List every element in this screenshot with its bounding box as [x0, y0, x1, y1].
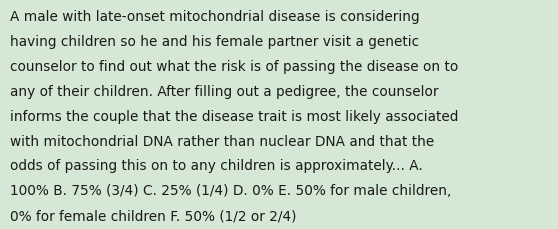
Text: 100% B. 75% (3/4) C. 25% (1/4) D. 0% E. 50% for male children,: 100% B. 75% (3/4) C. 25% (1/4) D. 0% E. …	[10, 183, 451, 197]
Text: any of their children. After filling out a pedigree, the counselor: any of their children. After filling out…	[10, 85, 439, 98]
Text: with mitochondrial DNA rather than nuclear DNA and that the: with mitochondrial DNA rather than nucle…	[10, 134, 434, 148]
Text: having children so he and his female partner visit a genetic: having children so he and his female par…	[10, 35, 419, 49]
Text: informs the couple that the disease trait is most likely associated: informs the couple that the disease trai…	[10, 109, 459, 123]
Text: counselor to find out what the risk is of passing the disease on to: counselor to find out what the risk is o…	[10, 60, 458, 74]
Text: 0% for female children F. 50% (1/2 or 2/4): 0% for female children F. 50% (1/2 or 2/…	[10, 208, 296, 222]
Text: odds of passing this on to any children is approximately... A.: odds of passing this on to any children …	[10, 159, 423, 173]
Text: A male with late-onset mitochondrial disease is considering: A male with late-onset mitochondrial dis…	[10, 10, 420, 24]
